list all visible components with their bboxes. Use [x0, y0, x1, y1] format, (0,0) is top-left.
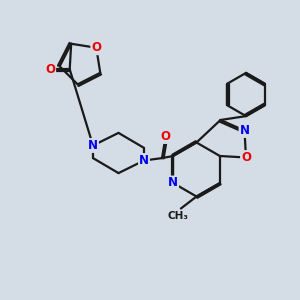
- Text: N: N: [139, 154, 149, 167]
- Text: O: O: [91, 41, 101, 54]
- Text: N: N: [88, 139, 98, 152]
- Text: O: O: [45, 63, 55, 76]
- Text: O: O: [241, 151, 251, 164]
- Text: O: O: [160, 130, 171, 143]
- Text: N: N: [239, 124, 250, 137]
- Text: CH₃: CH₃: [167, 211, 188, 221]
- Text: N: N: [168, 176, 178, 190]
